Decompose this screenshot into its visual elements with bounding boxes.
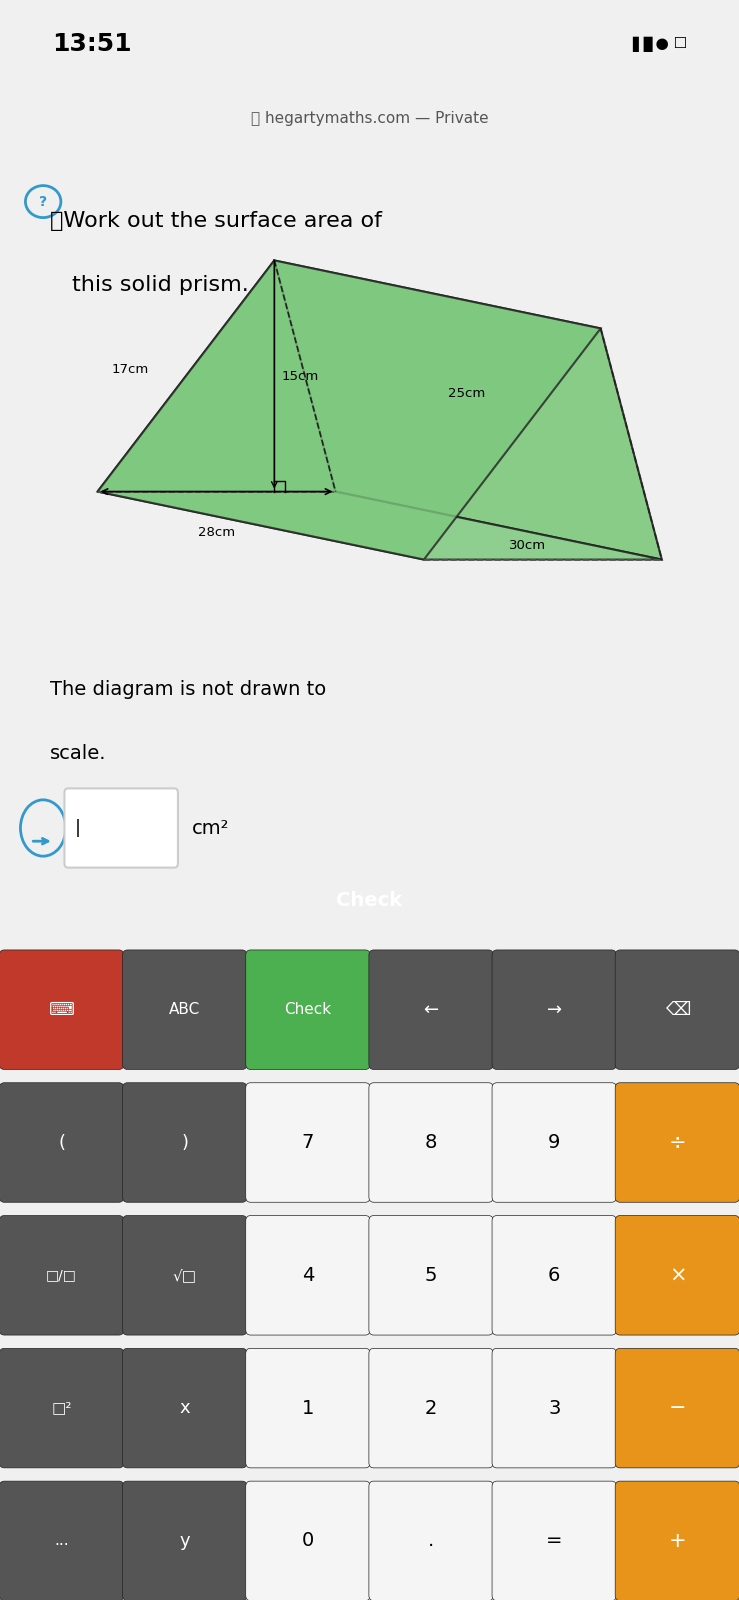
Text: ABC: ABC (169, 1002, 200, 1018)
FancyBboxPatch shape (245, 1216, 370, 1334)
Text: ?: ? (39, 195, 47, 208)
Text: 7: 7 (302, 1133, 314, 1152)
Text: 28cm: 28cm (198, 525, 235, 539)
FancyBboxPatch shape (64, 789, 178, 867)
Polygon shape (98, 491, 662, 560)
Text: 4: 4 (302, 1266, 314, 1285)
Text: scale.: scale. (50, 744, 106, 763)
Text: ⌨: ⌨ (49, 1000, 75, 1019)
FancyBboxPatch shape (615, 1482, 739, 1600)
Text: =: = (546, 1531, 562, 1550)
FancyBboxPatch shape (245, 1482, 370, 1600)
FancyBboxPatch shape (123, 1349, 247, 1467)
Text: −: − (669, 1398, 687, 1418)
FancyBboxPatch shape (615, 1349, 739, 1467)
Text: .: . (428, 1531, 435, 1550)
FancyBboxPatch shape (369, 1083, 494, 1202)
FancyBboxPatch shape (615, 950, 739, 1069)
Polygon shape (98, 261, 336, 491)
FancyBboxPatch shape (245, 950, 370, 1069)
Text: →: → (547, 1000, 562, 1019)
FancyBboxPatch shape (369, 1482, 494, 1600)
Text: √□: √□ (173, 1267, 197, 1283)
FancyBboxPatch shape (0, 950, 124, 1069)
Text: 15cm: 15cm (281, 370, 319, 382)
Text: ⌫: ⌫ (664, 1000, 690, 1019)
FancyBboxPatch shape (123, 950, 247, 1069)
Text: ←: ← (423, 1000, 439, 1019)
FancyBboxPatch shape (492, 1216, 616, 1334)
FancyBboxPatch shape (369, 1349, 494, 1467)
Text: ): ) (181, 1133, 188, 1152)
Text: Check: Check (336, 891, 403, 909)
FancyBboxPatch shape (615, 1083, 739, 1202)
Text: 8: 8 (425, 1133, 437, 1152)
FancyBboxPatch shape (369, 1216, 494, 1334)
Text: ÷: ÷ (669, 1133, 687, 1152)
Text: ▌▊● ☐: ▌▊● ☐ (632, 37, 687, 51)
Text: 0: 0 (302, 1531, 314, 1550)
Text: 30cm: 30cm (509, 539, 546, 552)
Text: 13:51: 13:51 (52, 32, 132, 56)
Text: 3: 3 (548, 1398, 560, 1418)
Text: ×: × (669, 1266, 687, 1285)
FancyBboxPatch shape (123, 1083, 247, 1202)
Text: The diagram is not drawn to: The diagram is not drawn to (50, 680, 327, 699)
Text: 6: 6 (548, 1266, 560, 1285)
Text: y: y (180, 1531, 190, 1550)
FancyBboxPatch shape (0, 1349, 124, 1467)
FancyBboxPatch shape (123, 1482, 247, 1600)
FancyBboxPatch shape (245, 1083, 370, 1202)
Text: 17cm: 17cm (112, 363, 149, 376)
Text: □/□: □/□ (46, 1269, 77, 1282)
FancyBboxPatch shape (0, 1482, 124, 1600)
Text: this solid prism.: this solid prism. (72, 275, 248, 294)
Text: cm²: cm² (192, 819, 230, 837)
Text: □²: □² (51, 1400, 72, 1416)
Text: ❓Work out the surface area of: ❓Work out the surface area of (50, 211, 382, 230)
FancyBboxPatch shape (369, 950, 494, 1069)
FancyBboxPatch shape (492, 1083, 616, 1202)
FancyBboxPatch shape (492, 950, 616, 1069)
Polygon shape (98, 261, 601, 560)
FancyBboxPatch shape (0, 1083, 124, 1202)
Text: 🔒 hegartymaths.com — Private: 🔒 hegartymaths.com — Private (251, 110, 488, 126)
Text: Check: Check (285, 1002, 332, 1018)
FancyBboxPatch shape (615, 1216, 739, 1334)
Text: 25cm: 25cm (448, 387, 485, 400)
Text: (: ( (58, 1133, 65, 1152)
FancyBboxPatch shape (492, 1482, 616, 1600)
Text: 5: 5 (425, 1266, 437, 1285)
FancyBboxPatch shape (245, 1349, 370, 1467)
Polygon shape (274, 261, 662, 560)
FancyBboxPatch shape (123, 1216, 247, 1334)
FancyBboxPatch shape (0, 1216, 124, 1334)
Text: +: + (669, 1531, 687, 1550)
Text: 2: 2 (425, 1398, 437, 1418)
Text: |: | (75, 819, 81, 837)
FancyBboxPatch shape (492, 1349, 616, 1467)
Text: x: x (180, 1398, 190, 1418)
Text: 1: 1 (302, 1398, 314, 1418)
Text: 9: 9 (548, 1133, 560, 1152)
Text: ...: ... (54, 1533, 69, 1549)
